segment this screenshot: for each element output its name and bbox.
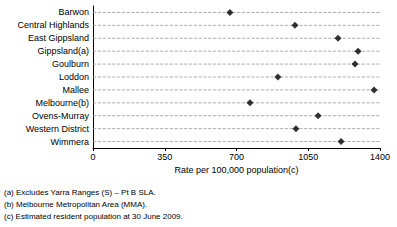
- svg-text:350: 350: [157, 152, 172, 162]
- svg-text:1400: 1400: [370, 152, 390, 162]
- svg-text:Ovens-Murray: Ovens-Murray: [32, 111, 90, 121]
- svg-text:East Gippsland: East Gippsland: [28, 33, 89, 43]
- svg-text:(c) Estimated resident populat: (c) Estimated resident population at 30 …: [4, 212, 183, 221]
- svg-text:Wimmera: Wimmera: [51, 137, 90, 147]
- svg-text:Loddon: Loddon: [59, 72, 89, 82]
- svg-text:Western District: Western District: [26, 124, 90, 134]
- svg-text:Central Highlands: Central Highlands: [17, 20, 89, 30]
- svg-text:(b) Melbourne Metropolitan Are: (b) Melbourne Metropolitan Area (MMA).: [4, 200, 147, 209]
- svg-text:Rate per 100,000 population(c): Rate per 100,000 population(c): [174, 165, 298, 175]
- svg-text:Gippsland(a): Gippsland(a): [37, 46, 89, 56]
- svg-text:Barwon: Barwon: [58, 7, 89, 17]
- svg-text:Melbourne(b): Melbourne(b): [35, 98, 89, 108]
- svg-text:Mallee: Mallee: [62, 85, 89, 95]
- svg-text:1050: 1050: [298, 152, 318, 162]
- svg-text:Goulburn: Goulburn: [52, 59, 89, 69]
- svg-text:700: 700: [229, 152, 244, 162]
- svg-text:(a) Excludes Yarra Ranges (S): (a) Excludes Yarra Ranges (S) – Pt B SLA…: [4, 188, 156, 197]
- svg-text:0: 0: [90, 152, 95, 162]
